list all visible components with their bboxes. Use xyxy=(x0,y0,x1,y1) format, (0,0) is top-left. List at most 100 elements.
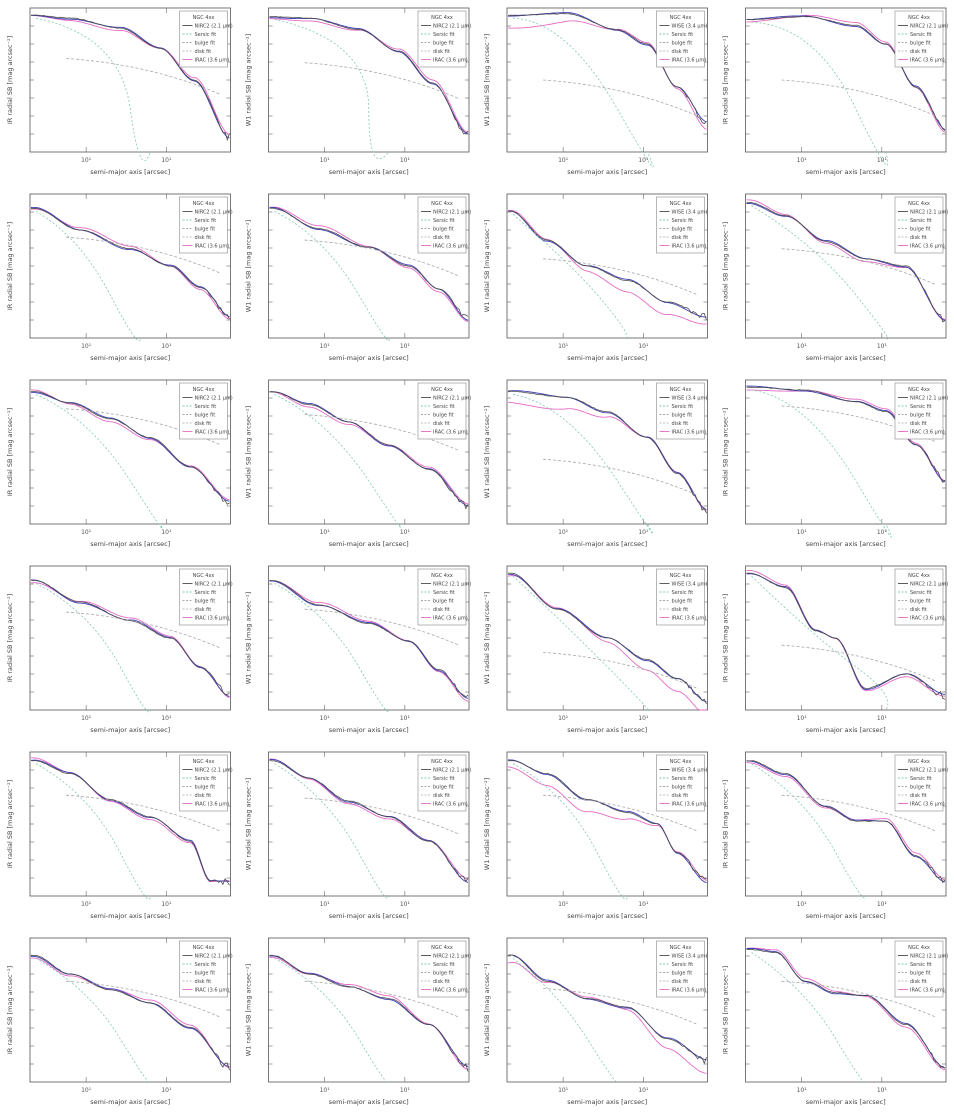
legend-entry: IRAC (3.6 μm) xyxy=(433,616,468,622)
legend-box xyxy=(417,10,467,68)
series-disk xyxy=(66,236,221,274)
series-sersic xyxy=(274,211,390,342)
legend-entry: NIRC2 (2.1 μm) xyxy=(433,396,471,402)
x-tick-label: 10¹ xyxy=(877,901,888,908)
legend-entry: IRAC (3.6 μm) xyxy=(195,58,230,64)
legend-entry: bulge fit xyxy=(910,785,931,791)
series-comparison xyxy=(30,389,230,501)
x-axis-label: semi-major axis [arcsec] xyxy=(329,726,409,734)
panel-17: 10¹ 10¹ semi-major axis [arcsec] IR radial … xyxy=(6,751,233,920)
legend-entry: Sersic fit xyxy=(433,404,455,410)
legend-entry: Sersic fit xyxy=(910,962,932,968)
legend-entry: NIRC2 (2.1 μm) xyxy=(910,396,948,402)
panel-21: 10¹ 10¹ semi-major axis [arcsec] IR radial … xyxy=(6,937,233,1106)
series-sersic xyxy=(751,575,889,711)
panel-16: 10¹ 10¹ semi-major axis [arcsec] IR radial … xyxy=(722,565,948,734)
legend-entry: NIRC2 (2.1 μm) xyxy=(910,954,948,960)
x-axis-label: semi-major axis [arcsec] xyxy=(806,354,886,362)
legend-entry: disk fit xyxy=(433,421,450,427)
legend-entry: Sersic fit xyxy=(672,404,694,410)
legend-entry: disk fit xyxy=(195,607,212,613)
x-axis-label: semi-major axis [arcsec] xyxy=(90,354,170,362)
legend-entry: disk fit xyxy=(433,793,450,799)
panel-6: 10¹ 10¹ semi-major axis [arcsec] W1 radial … xyxy=(245,193,471,362)
legend-entry: NGC 4xx xyxy=(193,15,215,21)
legend-entry: IRAC (3.6 μm) xyxy=(433,58,468,64)
y-axis-label: IR radial SB [mag arcsec⁻²] xyxy=(722,408,730,496)
legend-entry: IRAC (3.6 μm) xyxy=(433,802,468,808)
x-tick-label: 10¹ xyxy=(320,529,331,536)
legend-entry: NGC 4xx xyxy=(431,15,453,21)
legend-entry: NIRC2 (2.1 μm) xyxy=(195,210,233,216)
series-sersic xyxy=(274,19,390,160)
series-comparison xyxy=(30,957,230,1069)
legend-entry: disk fit xyxy=(910,979,927,985)
x-tick-label: 10¹ xyxy=(320,1087,331,1094)
series-data xyxy=(269,579,469,698)
series-sersic xyxy=(751,763,867,899)
series-sersic xyxy=(751,205,889,340)
series-disk xyxy=(66,58,221,95)
legend-entry: disk fit xyxy=(672,421,689,427)
y-axis-label: IR radial SB [mag arcsec⁻²] xyxy=(6,36,14,124)
series-data xyxy=(507,13,707,125)
series-data xyxy=(746,760,946,884)
x-tick-label: 10¹ xyxy=(797,529,808,536)
panel-13: 10¹ 10¹ semi-major axis [arcsec] IR radial … xyxy=(6,565,233,734)
series-disk xyxy=(304,239,460,277)
x-tick-label: 10¹ xyxy=(161,529,172,536)
legend-entry: Sersic fit xyxy=(433,776,455,782)
x-axis-label: semi-major axis [arcsec] xyxy=(90,168,170,176)
series-disk xyxy=(543,794,698,832)
legend-box xyxy=(894,940,944,998)
legend-entry: NIRC2 (2.1 μm) xyxy=(910,582,948,588)
legend-entry: disk fit xyxy=(195,235,212,241)
x-axis-label: semi-major axis [arcsec] xyxy=(329,1098,409,1106)
series-comparison xyxy=(30,208,230,320)
legend-entry: WISE (3.4 μm) xyxy=(672,24,708,30)
legend-entry: IRAC (3.6 μm) xyxy=(433,988,468,994)
legend-entry: disk fit xyxy=(195,979,212,985)
panel-20: 10¹ 10¹ semi-major axis [arcsec] IR radial … xyxy=(722,751,948,920)
legend-entry: IRAC (3.6 μm) xyxy=(672,802,707,808)
x-tick-label: 10¹ xyxy=(161,343,172,350)
legend-entry: bulge fit xyxy=(433,599,454,605)
legend-entry: WISE (3.4 μm) xyxy=(672,954,708,960)
legend-entry: IRAC (3.6 μm) xyxy=(672,58,707,64)
legend-entry: NGC 4xx xyxy=(908,15,930,21)
legend-entry: bulge fit xyxy=(672,785,693,791)
x-tick-label: 10¹ xyxy=(638,529,649,536)
legend-entry: IRAC (3.6 μm) xyxy=(910,802,945,808)
x-tick-label: 10¹ xyxy=(400,529,411,536)
series-sersic xyxy=(35,211,141,342)
y-axis-label: W1 radial SB [mag arcsec⁻²] xyxy=(483,220,491,312)
legend-entry: NIRC2 (2.1 μm) xyxy=(195,396,233,402)
panel-22: 10¹ 10¹ semi-major axis [arcsec] W1 radial … xyxy=(245,937,471,1106)
x-axis-label: semi-major axis [arcsec] xyxy=(90,726,170,734)
series-data xyxy=(269,391,469,510)
legend-entry: disk fit xyxy=(672,49,689,55)
legend-entry: NGC 4xx xyxy=(670,573,692,579)
x-tick-label: 10¹ xyxy=(797,901,808,908)
legend-entry: disk fit xyxy=(433,49,450,55)
legend-box xyxy=(656,196,705,254)
panel-14: 10¹ 10¹ semi-major axis [arcsec] W1 radial … xyxy=(245,565,471,734)
x-axis-label: semi-major axis [arcsec] xyxy=(90,1098,170,1106)
legend-entry: bulge fit xyxy=(433,41,454,47)
legend-entry: NGC 4xx xyxy=(670,201,692,207)
legend-box xyxy=(656,940,705,998)
series-sersic xyxy=(751,389,892,538)
x-tick-label: 10¹ xyxy=(81,157,92,164)
legend-entry: Sersic fit xyxy=(672,962,694,968)
x-tick-label: 10¹ xyxy=(161,715,172,722)
legend-entry: Sersic fit xyxy=(195,590,217,596)
legend-entry: Sersic fit xyxy=(910,404,932,410)
x-tick-label: 10¹ xyxy=(400,715,411,722)
legend-entry: Sersic fit xyxy=(910,32,932,38)
panel-3: 10¹ 10¹ semi-major axis [arcsec] W1 radial … xyxy=(483,7,708,176)
legend-entry: Sersic fit xyxy=(672,32,694,38)
y-axis-label: W1 radial SB [mag arcsec⁻²] xyxy=(483,34,491,126)
legend-entry: bulge fit xyxy=(672,599,693,605)
legend-entry: NIRC2 (2.1 μm) xyxy=(433,768,471,774)
